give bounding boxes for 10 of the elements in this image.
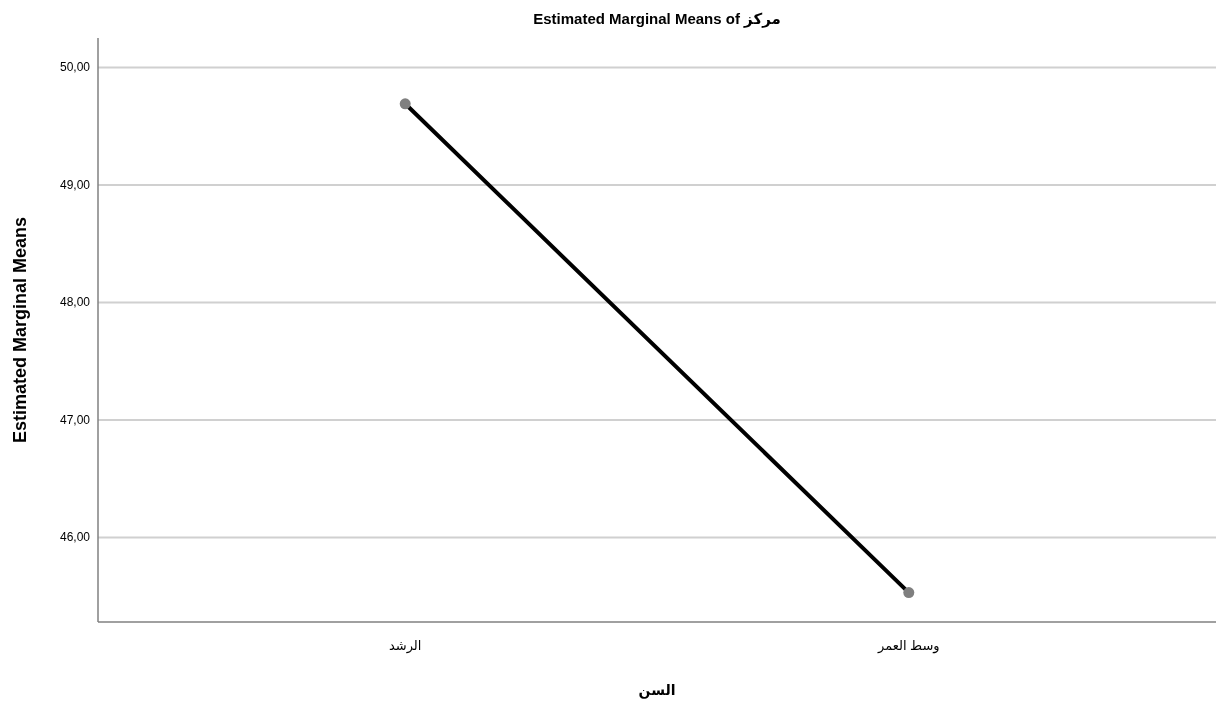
x-axis-title: السن: [638, 682, 676, 699]
x-tick-label: وسط العمر: [876, 638, 940, 654]
chart-title: Estimated Marginal Means of مركز: [533, 10, 781, 28]
y-tick-label: 49,00: [59, 177, 91, 192]
y-axis-title: Estimated Marginal Means: [10, 216, 30, 444]
y-tick-label: 50,00: [59, 60, 91, 75]
x-tick-label: الرشد: [388, 638, 422, 654]
y-tick-label: 46,00: [59, 530, 91, 545]
y-tick-label: 48,00: [59, 295, 91, 310]
y-tick-label: 47,00: [59, 412, 91, 427]
